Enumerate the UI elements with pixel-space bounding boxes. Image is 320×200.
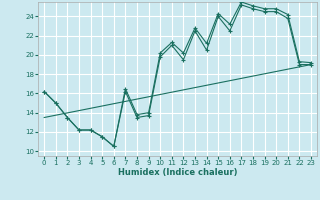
X-axis label: Humidex (Indice chaleur): Humidex (Indice chaleur) — [118, 168, 237, 177]
